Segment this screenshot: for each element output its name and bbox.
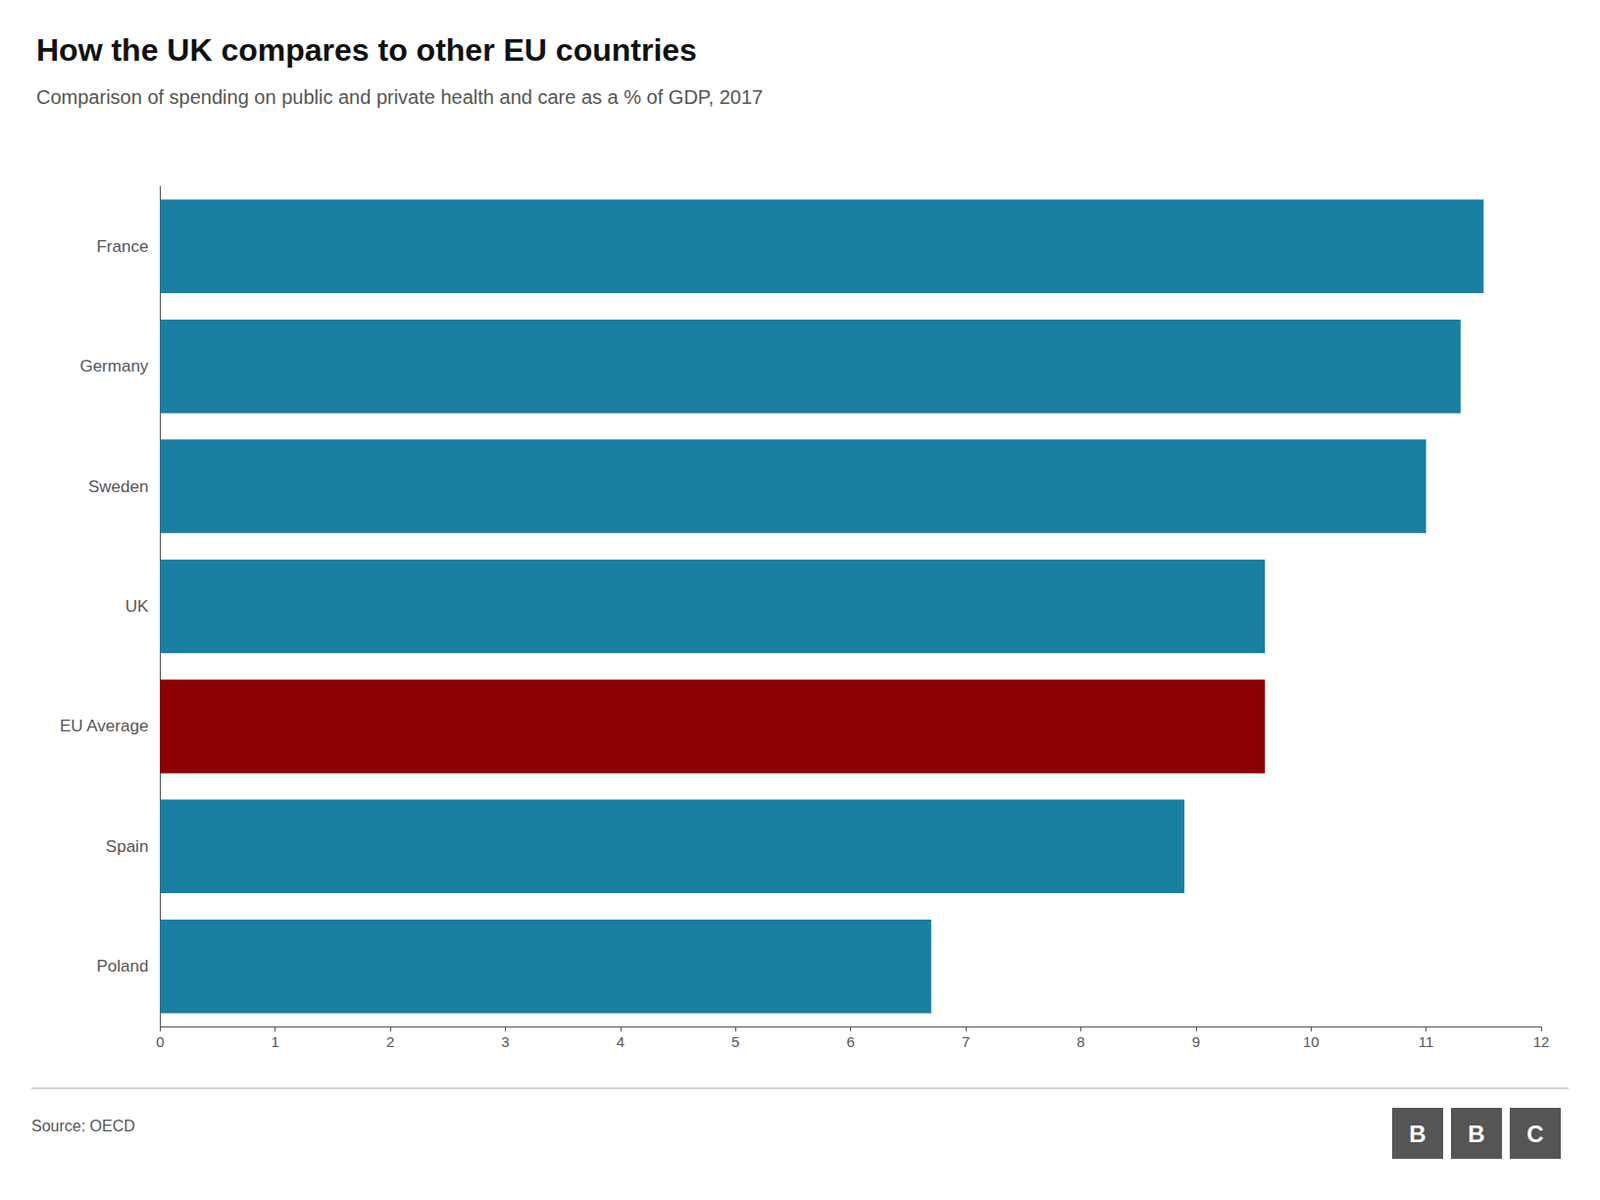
svg-text:Spain: Spain xyxy=(105,837,149,856)
svg-text:6: 6 xyxy=(847,1033,855,1050)
svg-text:1: 1 xyxy=(271,1033,280,1050)
svg-text:How the UK compares to other E: How the UK compares to other EU countrie… xyxy=(36,32,698,68)
svg-text:8: 8 xyxy=(1076,1033,1085,1050)
svg-text:10: 10 xyxy=(1302,1033,1320,1050)
svg-text:B: B xyxy=(1467,1120,1485,1148)
svg-text:Sweden: Sweden xyxy=(88,477,149,497)
svg-text:Germany: Germany xyxy=(79,356,149,376)
svg-text:5: 5 xyxy=(731,1033,740,1050)
svg-text:3: 3 xyxy=(500,1033,509,1050)
svg-text:9: 9 xyxy=(1192,1033,1200,1050)
svg-text:0: 0 xyxy=(155,1033,164,1050)
svg-text:France: France xyxy=(96,237,149,256)
svg-text:Comparison of spending on publ: Comparison of spending on public and pri… xyxy=(36,86,763,108)
svg-text:UK: UK xyxy=(125,597,150,616)
svg-text:B: B xyxy=(1408,1120,1426,1148)
svg-text:C: C xyxy=(1526,1120,1544,1148)
svg-text:7: 7 xyxy=(961,1033,970,1050)
svg-text:11: 11 xyxy=(1418,1033,1435,1050)
svg-text:12: 12 xyxy=(1533,1033,1550,1050)
svg-text:Poland: Poland xyxy=(96,956,149,976)
svg-text:4: 4 xyxy=(616,1033,625,1050)
svg-text:2: 2 xyxy=(386,1033,395,1050)
svg-text:EU Average: EU Average xyxy=(59,716,149,736)
svg-text:Source: OECD: Source: OECD xyxy=(31,1117,136,1135)
